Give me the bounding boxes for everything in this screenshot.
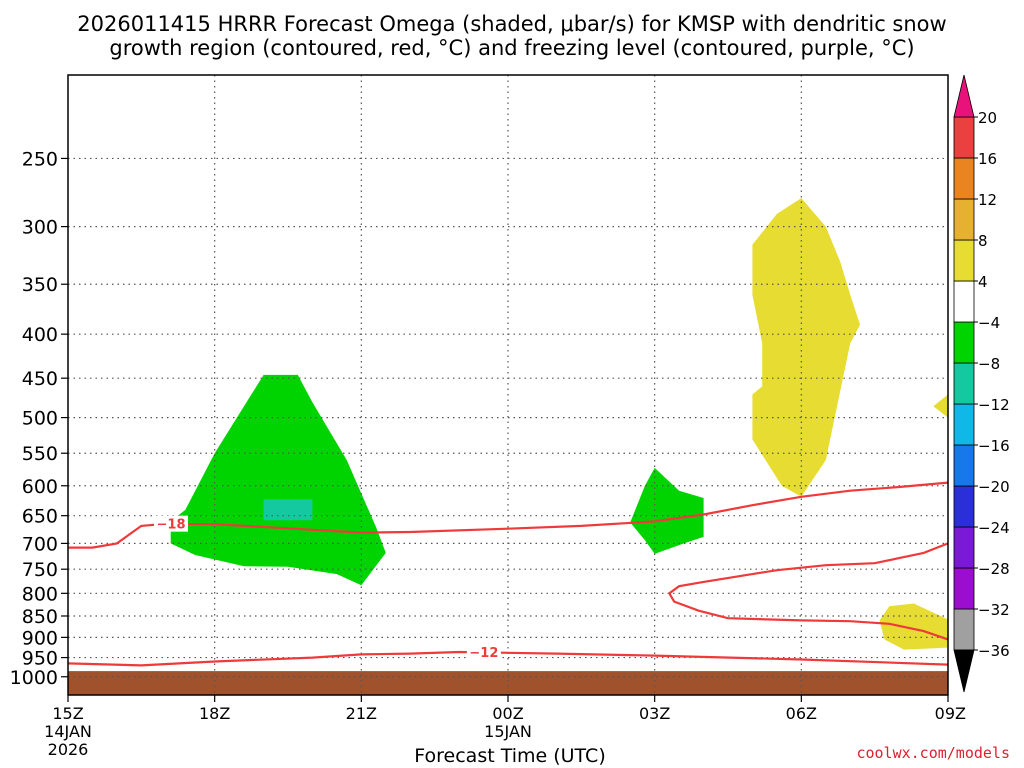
colorbar-label: −8 — [978, 355, 1000, 373]
x-tick-label: 15Z — [52, 704, 83, 723]
y-tick-label: 550 — [22, 443, 58, 465]
contour-lines: −18 −12 — [67, 481, 949, 667]
colorbar-label: 4 — [978, 273, 988, 291]
shaded-region-0 — [170, 374, 386, 586]
x-tick-label: 03Z — [639, 704, 670, 723]
x-tick-label: 18Z — [199, 704, 230, 723]
x-tick-label: 00Z — [492, 704, 523, 723]
colorbar-label: 12 — [978, 191, 997, 209]
y-tick-label: 300 — [22, 217, 58, 239]
chart-title-line1: 2026011415 HRRR Forecast Omega (shaded, … — [77, 12, 947, 36]
y-tick-label: 450 — [22, 368, 58, 390]
contour-label-bg — [466, 644, 501, 661]
colorbar-segment — [953, 485, 975, 528]
colorbar-segment — [953, 116, 975, 159]
y-tick-label: 1000 — [10, 667, 58, 689]
colorbar-label: −32 — [978, 601, 1010, 619]
contour-line-1 — [67, 650, 949, 667]
y-tick-label: 650 — [22, 506, 58, 528]
contour-line-2 — [667, 542, 949, 641]
x-tick-label: 15JAN — [484, 722, 532, 741]
contour-label: −12 — [469, 646, 498, 661]
contour-label: −18 — [157, 518, 186, 533]
chart-title-line2: growth region (contoured, red, °C) and f… — [109, 36, 915, 60]
shaded-region-2 — [630, 467, 704, 554]
colorbar-label: 8 — [978, 232, 988, 250]
shaded-region-1 — [263, 499, 313, 521]
y-tick-label: 900 — [22, 627, 58, 649]
x-tick-label: 09Z — [935, 704, 966, 723]
credit-text: coolwx.com/models — [856, 744, 1010, 762]
x-tick-label: 14JAN — [44, 722, 92, 741]
shaded-regions — [170, 198, 948, 650]
shaded-region-5 — [879, 603, 948, 650]
colorbar-segment — [953, 239, 975, 282]
y-tick-label: 750 — [22, 559, 58, 581]
y-tick-label: 350 — [22, 274, 58, 296]
contour-label-bg — [154, 515, 188, 532]
y-tick-label: 850 — [22, 606, 58, 628]
grid-lines — [68, 75, 948, 695]
shaded-region-4 — [933, 394, 948, 433]
colorbar-label: 16 — [978, 150, 997, 168]
y-tick-label: 700 — [22, 533, 58, 555]
y-axis: 2503003504004505005506006507007508008509… — [10, 148, 68, 689]
colorbar-segment — [953, 444, 975, 487]
colorbar-segment — [953, 198, 975, 241]
colorbar-segment — [953, 608, 975, 651]
x-tick-label: 21Z — [346, 704, 377, 723]
colorbar-segment — [953, 403, 975, 446]
y-tick-label: 600 — [22, 476, 58, 498]
colorbar-segment — [953, 567, 975, 610]
colorbar-top-arrow — [953, 74, 975, 118]
contour-line-0 — [68, 481, 949, 549]
colorbar-label: −28 — [978, 560, 1010, 578]
colorbar-label: −24 — [978, 519, 1010, 537]
colorbar-segment — [953, 526, 975, 569]
colorbar-label: 20 — [978, 109, 997, 127]
x-tick-label: 2026 — [48, 740, 89, 759]
colorbar-segment — [953, 157, 975, 200]
y-tick-label: 950 — [22, 648, 58, 670]
colorbar-label: −12 — [978, 396, 1010, 414]
y-tick-label: 250 — [22, 148, 58, 170]
y-tick-label: 800 — [22, 583, 58, 605]
colorbar-label: −20 — [978, 478, 1010, 496]
x-axis-title: Forecast Time (UTC) — [414, 745, 606, 767]
shaded-region-3 — [752, 198, 860, 497]
colorbar-label: −16 — [978, 437, 1010, 455]
colorbar-segment — [953, 362, 975, 405]
colorbar: 20 16 12 8 4 −4 −8 −12 −16 −20 −24 −28 −32 −36 — [953, 74, 1010, 693]
x-tick-label: 06Z — [786, 704, 817, 723]
y-tick-label: 500 — [22, 408, 58, 430]
colorbar-label: −4 — [978, 314, 1000, 332]
colorbar-segment — [953, 321, 975, 364]
colorbar-segment — [953, 280, 975, 323]
colorbar-label: −36 — [978, 642, 1010, 660]
y-tick-label: 400 — [22, 324, 58, 346]
colorbar-bottom-arrow — [953, 649, 975, 693]
